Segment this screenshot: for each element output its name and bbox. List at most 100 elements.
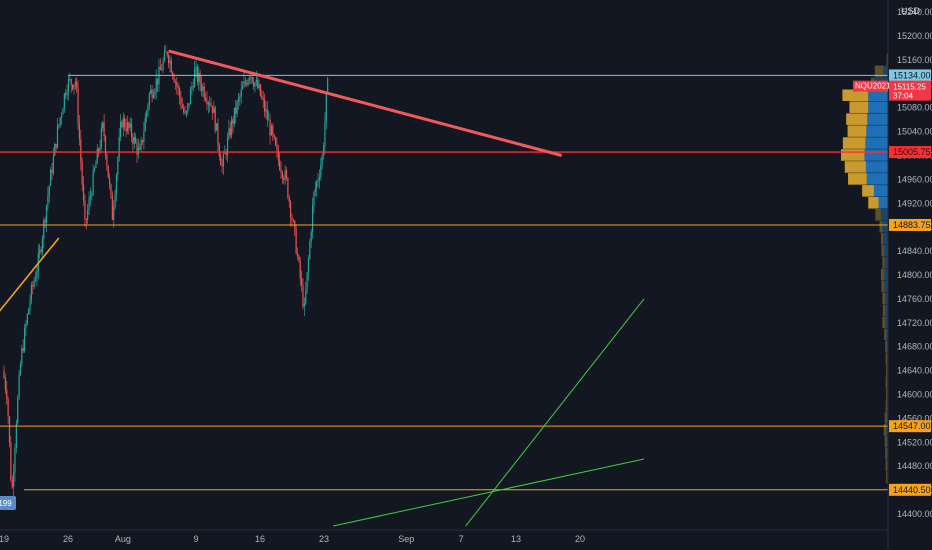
profile-down-32 <box>886 436 888 448</box>
candle-body-76 <box>107 165 109 178</box>
candle-body-103 <box>144 117 146 132</box>
candle-body-160 <box>222 153 225 167</box>
candle-body-42 <box>61 114 63 118</box>
candle-body-88 <box>124 118 126 128</box>
last-price-box <box>889 80 931 101</box>
candle-body-38 <box>55 143 57 148</box>
profile-up-22 <box>882 316 886 329</box>
currency-label[interactable]: USD <box>900 6 920 16</box>
candle-body-186 <box>258 84 260 88</box>
candle-body-19 <box>29 300 31 309</box>
candle-body-222 <box>307 258 310 273</box>
candle-body-194 <box>269 119 271 136</box>
trend-line-support-long-shallow[interactable] <box>333 458 645 527</box>
price-tick-0: 14400.00 <box>897 509 932 519</box>
candle-body-173 <box>240 89 242 97</box>
profile-down-12 <box>878 197 888 209</box>
low-marker: 199 <box>0 496 16 510</box>
level-badge-box-4 <box>889 483 931 496</box>
candle-body-151 <box>210 105 212 107</box>
profile-up-34 <box>885 459 888 472</box>
candle-body-56 <box>80 139 82 163</box>
profile-up-21 <box>882 304 886 317</box>
candle-body-82 <box>115 174 118 195</box>
candle-body-35 <box>51 169 53 174</box>
candle-body-205 <box>284 170 286 180</box>
candle-body-43 <box>62 108 64 115</box>
candle-body-55 <box>78 123 81 140</box>
candle-body-125 <box>174 81 177 83</box>
price-tick-13: 14920.00 <box>897 198 932 208</box>
trend-line-support-short[interactable] <box>0 237 60 317</box>
candle-body-98 <box>137 147 139 155</box>
candle-body-219 <box>303 303 305 307</box>
trend-line-resistance[interactable] <box>168 49 563 157</box>
profile-up-4 <box>849 101 869 113</box>
candle-body-134 <box>187 103 189 112</box>
trend-lines[interactable] <box>0 49 645 527</box>
candle-body-20 <box>30 285 33 301</box>
candle-body-105 <box>147 104 149 112</box>
candle-body-66 <box>93 168 96 171</box>
price-tick-21: 15240.00 <box>897 7 932 17</box>
price-tick-19: 15160.00 <box>897 55 932 65</box>
candle-body-143 <box>199 73 201 85</box>
candle-body-236 <box>327 78 329 94</box>
candle-body-124 <box>173 76 175 83</box>
candle-body-116 <box>162 60 164 71</box>
candle-body-60 <box>85 219 87 221</box>
candle-body-41 <box>59 117 61 125</box>
candle-body-174 <box>242 86 244 90</box>
candle-body-108 <box>151 89 153 98</box>
profile-down-17 <box>884 256 888 269</box>
time-tick-0: 19 <box>0 534 9 544</box>
candle-body-9 <box>15 423 17 449</box>
candle-body-139 <box>194 68 196 88</box>
profile-up-20 <box>882 292 886 305</box>
candle-body-170 <box>236 101 238 114</box>
candle-body-14 <box>22 348 24 351</box>
candle-body-207 <box>287 177 289 198</box>
trend-line-support-long-steep[interactable] <box>465 298 645 527</box>
candle-body-181 <box>251 77 253 83</box>
candle-body-84 <box>118 137 120 159</box>
level-badge-box-3 <box>889 420 931 433</box>
profile-up-33 <box>885 447 887 460</box>
candle-body-81 <box>114 194 116 208</box>
candle-body-167 <box>232 119 234 124</box>
candle-body-189 <box>262 97 264 100</box>
candle-body-15 <box>23 328 26 351</box>
horizontal-levels[interactable] <box>0 74 888 491</box>
profile-up-23 <box>884 328 887 341</box>
candle-body-3 <box>7 399 9 417</box>
candle-body-147 <box>205 97 207 101</box>
candle-body-146 <box>203 86 205 98</box>
time-axis[interactable]: 19 26 Aug 9 16 23 Sep 7 13 20 <box>0 529 888 544</box>
candle-body-208 <box>288 197 290 203</box>
candle-body-215 <box>298 255 300 261</box>
profile-up-27 <box>885 376 888 388</box>
last-price-label: 15115.25 <box>893 83 926 92</box>
candle-body-161 <box>224 152 226 154</box>
candle-body-48 <box>69 79 71 80</box>
candle-body-138 <box>192 86 194 88</box>
candle-body-233 <box>322 147 325 156</box>
candle-body-142 <box>198 73 200 82</box>
candle-body-188 <box>261 96 263 98</box>
candle-body-67 <box>95 163 97 169</box>
profile-up-0 <box>886 53 888 66</box>
candle-body-77 <box>109 177 111 185</box>
candle-body-112 <box>157 78 159 85</box>
low-marker-label: 199 <box>0 499 12 508</box>
profile-up-28 <box>886 388 888 400</box>
profile-up-31 <box>883 424 887 436</box>
candle-body-90 <box>126 122 129 132</box>
candle-body-45 <box>65 93 67 96</box>
candle-body-99 <box>139 147 141 150</box>
candle-body-155 <box>215 123 218 131</box>
profile-up-32 <box>884 436 887 448</box>
candle-body-127 <box>177 86 179 89</box>
candle-body-178 <box>247 79 249 85</box>
